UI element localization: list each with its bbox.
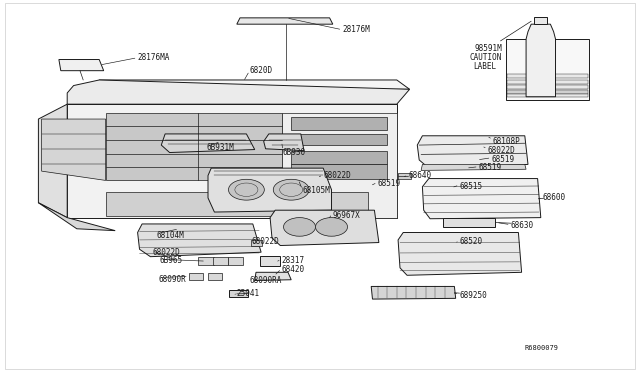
Bar — [534, 17, 547, 24]
Text: 68519: 68519 — [492, 155, 515, 164]
Bar — [260, 256, 280, 266]
Text: 6B930: 6B930 — [283, 148, 306, 157]
Polygon shape — [59, 60, 104, 71]
Polygon shape — [422, 179, 541, 219]
Text: 68022D: 68022D — [252, 237, 279, 246]
Polygon shape — [282, 113, 397, 218]
Text: 96967X: 96967X — [332, 211, 360, 219]
Polygon shape — [42, 119, 106, 180]
Polygon shape — [526, 24, 556, 97]
Text: 68105M: 68105M — [302, 186, 330, 195]
Bar — [398, 173, 411, 179]
Text: R6800079: R6800079 — [525, 345, 559, 351]
Text: 28176MA: 28176MA — [138, 53, 170, 62]
Polygon shape — [67, 80, 410, 104]
Text: 68519: 68519 — [479, 163, 502, 172]
Text: LABEL: LABEL — [474, 62, 497, 71]
Text: CAUTION: CAUTION — [470, 53, 502, 62]
Bar — [507, 80, 588, 84]
Polygon shape — [255, 272, 291, 280]
Polygon shape — [138, 224, 261, 257]
Bar — [507, 90, 588, 94]
Bar — [106, 192, 367, 216]
Circle shape — [228, 179, 264, 200]
Bar — [291, 134, 387, 145]
Text: 68090R: 68090R — [159, 275, 186, 283]
Bar — [208, 273, 222, 280]
Text: 689250: 689250 — [460, 291, 487, 300]
Bar — [291, 164, 387, 179]
Text: 6B965: 6B965 — [160, 256, 183, 265]
Text: 68520: 68520 — [460, 237, 483, 246]
Polygon shape — [417, 136, 528, 168]
Bar — [228, 257, 243, 265]
Text: 25041: 25041 — [237, 289, 260, 298]
Bar — [291, 151, 387, 164]
Polygon shape — [398, 232, 522, 275]
Polygon shape — [99, 80, 410, 91]
Polygon shape — [270, 210, 379, 246]
Bar — [189, 273, 203, 280]
Bar — [229, 290, 248, 297]
Bar — [507, 94, 588, 97]
Polygon shape — [421, 164, 526, 170]
Polygon shape — [371, 286, 456, 299]
Polygon shape — [161, 134, 255, 153]
Text: 68022D: 68022D — [323, 171, 351, 180]
Circle shape — [273, 179, 309, 200]
Text: 68420: 68420 — [282, 265, 305, 274]
Circle shape — [316, 218, 348, 236]
Text: 68600: 68600 — [543, 193, 566, 202]
Polygon shape — [208, 168, 332, 212]
Bar — [291, 117, 387, 130]
Text: 68640: 68640 — [408, 171, 431, 180]
Bar — [507, 74, 588, 78]
Text: 68519: 68519 — [378, 179, 401, 188]
Circle shape — [284, 218, 316, 236]
Bar — [198, 257, 214, 265]
Polygon shape — [38, 203, 115, 231]
Text: 6820D: 6820D — [250, 66, 273, 75]
Text: 68108P: 68108P — [493, 137, 520, 146]
Polygon shape — [38, 104, 67, 218]
Polygon shape — [264, 134, 304, 151]
Text: 68022D: 68022D — [488, 146, 515, 155]
Polygon shape — [106, 113, 282, 180]
Text: 28176M: 28176M — [342, 25, 370, 34]
Text: 68630: 68630 — [511, 221, 534, 230]
Text: 68022D: 68022D — [152, 248, 180, 257]
Text: 6B931M: 6B931M — [206, 143, 234, 152]
Text: 68515: 68515 — [460, 182, 483, 190]
Text: 98591M: 98591M — [475, 44, 502, 53]
Bar — [506, 39, 589, 100]
Polygon shape — [237, 18, 333, 24]
Text: 68090RA: 68090RA — [250, 276, 282, 285]
Polygon shape — [67, 104, 397, 218]
Bar — [213, 257, 228, 265]
Bar — [507, 85, 588, 89]
Bar — [443, 218, 495, 227]
Bar — [251, 240, 262, 246]
Text: 28317: 28317 — [282, 256, 305, 265]
Text: 68104M: 68104M — [157, 231, 184, 240]
